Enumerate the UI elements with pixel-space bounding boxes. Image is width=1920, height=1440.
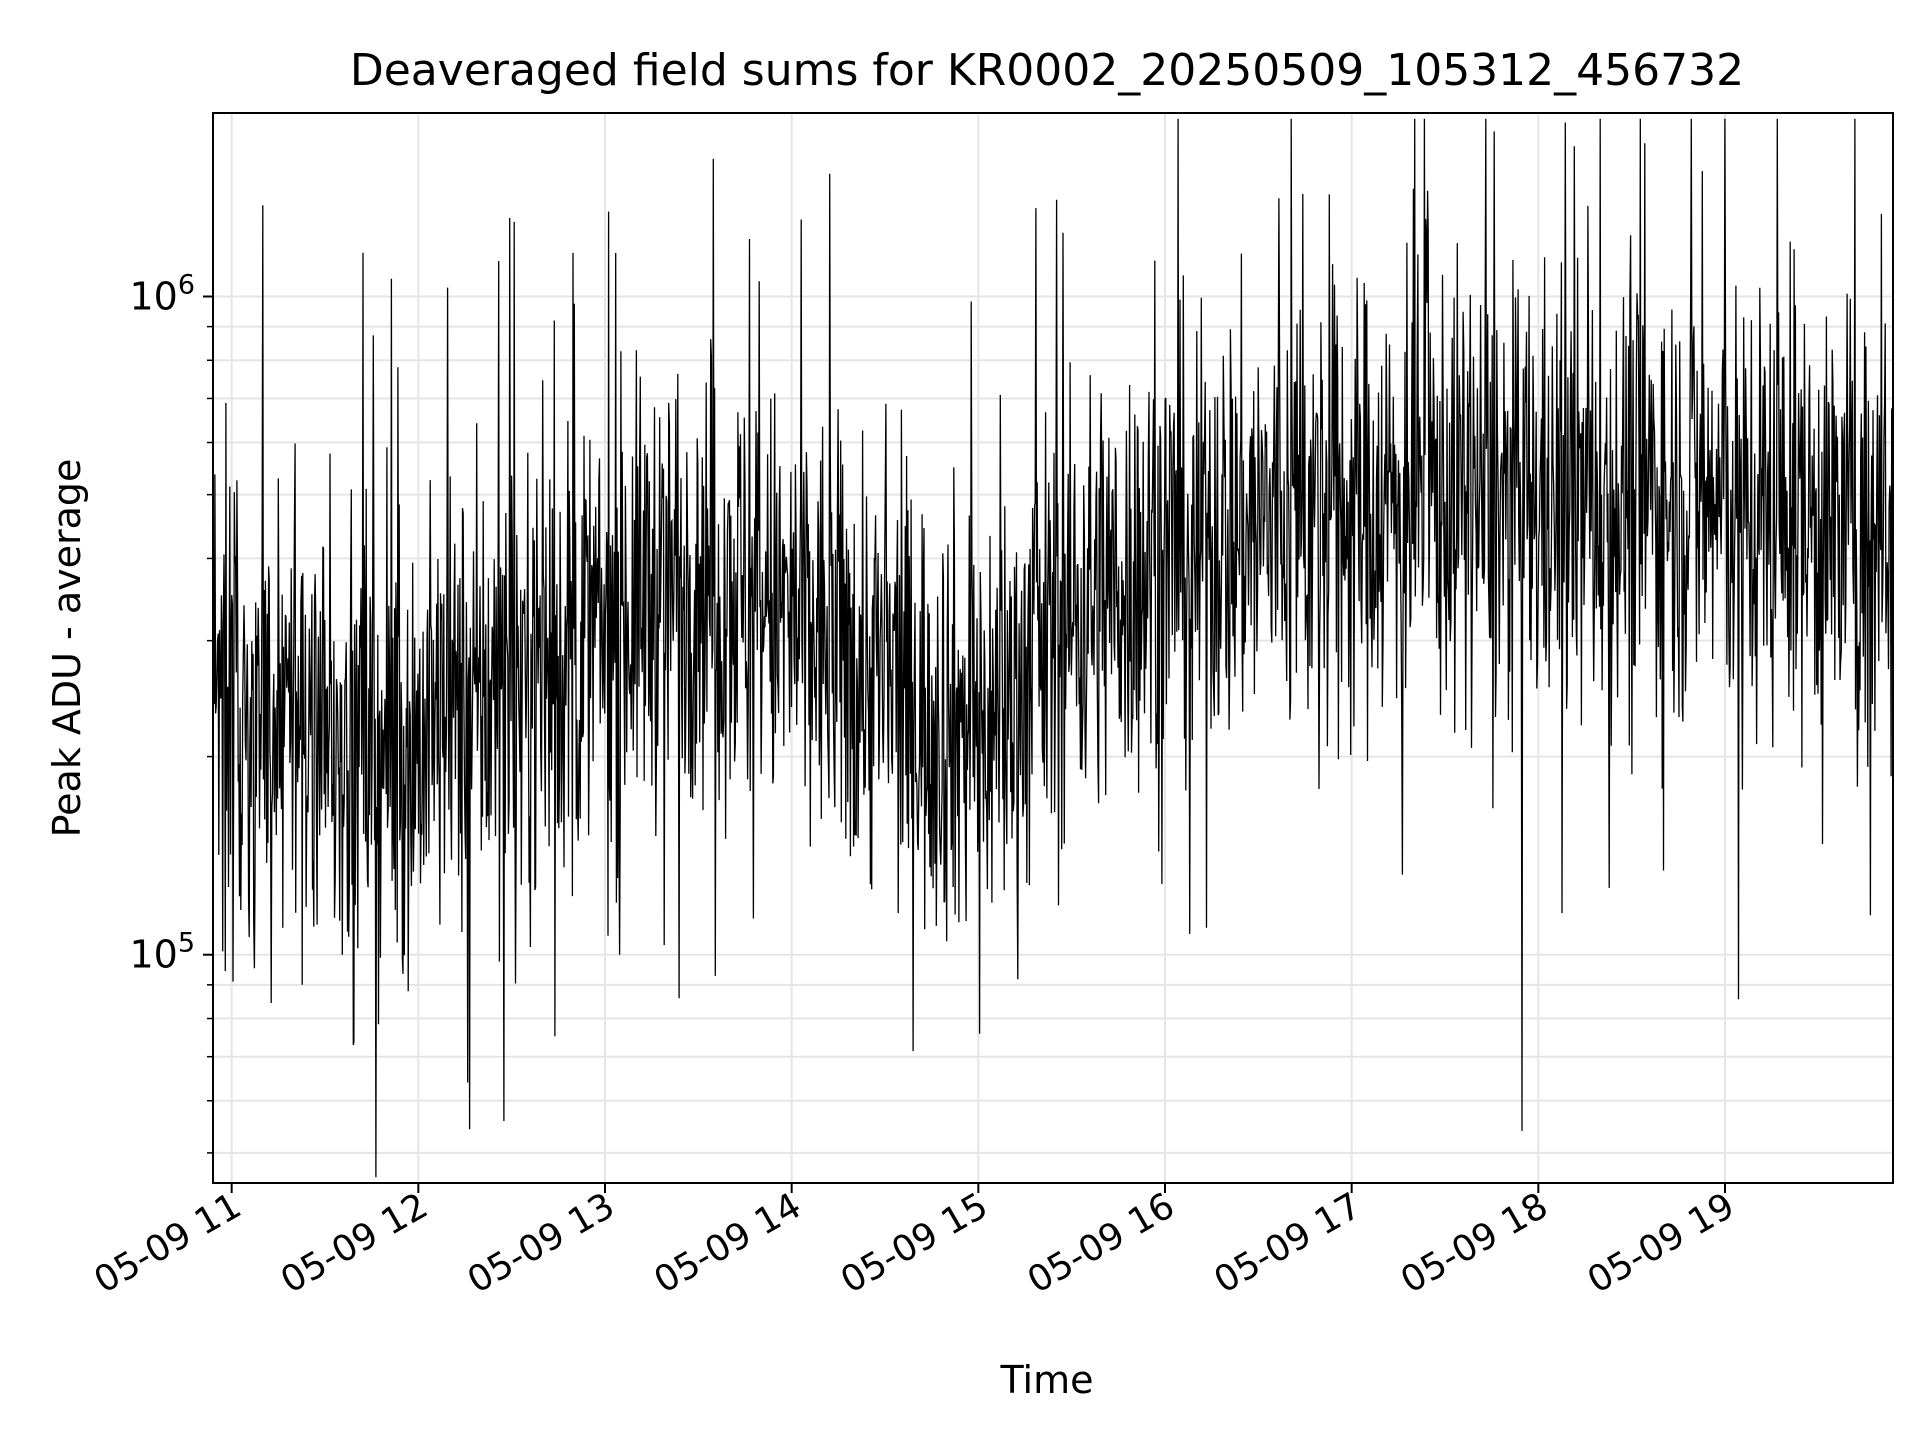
x-tick-label: 05-09 12 (274, 1185, 435, 1301)
x-tick-label: 05-09 13 (461, 1185, 622, 1301)
x-tick-label: 05-09 19 (1581, 1185, 1742, 1301)
series-layer (212, 118, 1894, 1178)
x-axis-ticks: 05-09 11 05-09 12 05-09 13 05-09 14 05-09 15… (87, 1183, 1742, 1302)
peak-adu-series-line (212, 118, 1894, 1178)
x-tick-label: 05-09 14 (647, 1185, 808, 1301)
y-axis-label: Peak ADU - average (45, 459, 89, 838)
x-tick-label: 05-09 16 (1021, 1185, 1182, 1301)
y-tick-label: 106 (129, 269, 195, 318)
plot-area-frame (212, 112, 1894, 1184)
y-tick-label: 105 (129, 928, 195, 977)
y-axis-ticks: 105 106 (129, 269, 213, 1154)
x-tick-label: 05-09 15 (834, 1185, 995, 1301)
x-axis-label: Time (1000, 1358, 1094, 1402)
chart-title: Deaveraged field sums for KR0002_2025050… (350, 45, 1744, 96)
x-tick-label: 05-09 17 (1207, 1185, 1368, 1301)
x-tick-label: 05-09 18 (1394, 1185, 1555, 1301)
x-tick-label: 05-09 11 (87, 1185, 248, 1301)
